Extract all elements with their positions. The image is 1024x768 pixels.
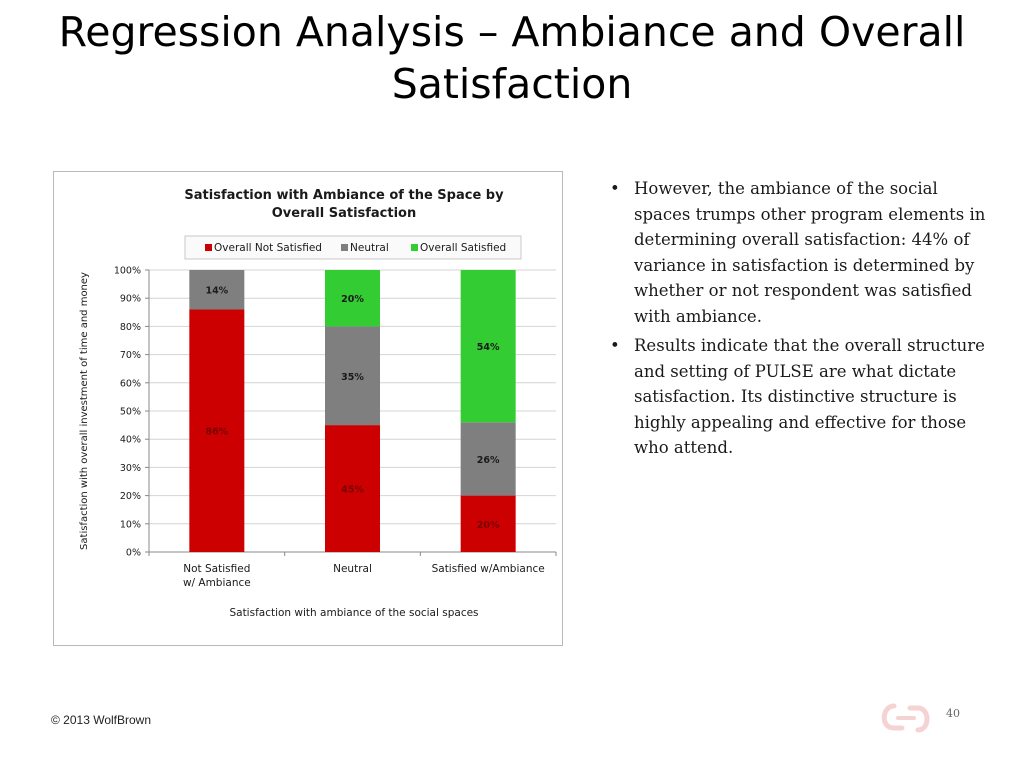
chart-title-line: Satisfaction with Ambiance of the Space … [184, 188, 504, 203]
chart-legend-box [184, 235, 522, 260]
legend-swatch [341, 244, 348, 251]
copyright-footer: © 2013 WolfBrown [51, 713, 152, 727]
y-tick-label: 10% [120, 519, 141, 530]
bullet-text: However, the ambiance of the social spac… [634, 179, 986, 326]
data-label: 14% [205, 286, 228, 297]
x-tick-label: Satisfied w/Ambiance [432, 563, 545, 575]
bullet-symbol: • [610, 336, 620, 355]
y-tick-label: 40% [120, 435, 141, 446]
y-tick-label: 60% [120, 378, 141, 389]
legend-label: Overall Satisfied [420, 242, 506, 254]
y-tick-label: 70% [120, 350, 141, 361]
legend-swatch [411, 244, 418, 251]
y-tick-label: 100% [114, 266, 141, 277]
wolfbrown-logo-icon [881, 703, 930, 733]
page-number: 40 [946, 707, 960, 720]
y-axis-title: Satisfaction with overall investment of … [79, 272, 90, 550]
y-tick-label: 80% [120, 322, 141, 333]
x-tick-label: Neutral [333, 563, 372, 575]
data-label: 86% [205, 427, 228, 438]
bullet-symbol: • [610, 179, 620, 198]
slide-title: Regression Analysis – Ambiance and Overa… [58, 8, 966, 108]
legend-swatch [205, 244, 212, 251]
y-tick-label: 0% [126, 548, 141, 559]
stacked-bar-chart: Satisfaction with Ambiance of the Space … [79, 188, 557, 619]
bullet-item: • Results indicate that the overall stru… [608, 333, 988, 461]
data-label: 20% [341, 294, 364, 305]
y-tick-label: 90% [120, 294, 141, 305]
bar-segment [189, 309, 245, 552]
legend-label: Overall Not Satisfied [214, 242, 322, 254]
x-axis-title: Satisfaction with ambiance of the social… [229, 607, 478, 619]
x-tick-label: Not Satisfied [183, 563, 250, 575]
data-label: 20% [477, 520, 500, 531]
legend-label: Neutral [350, 242, 389, 254]
bar-segment [460, 495, 516, 552]
x-tick-label: w/ Ambiance [183, 577, 251, 589]
bar-segment [325, 425, 380, 552]
data-label: 45% [341, 485, 364, 496]
bullet-list: • However, the ambiance of the social sp… [608, 176, 988, 465]
data-label: 54% [477, 342, 500, 353]
data-label: 26% [477, 455, 500, 466]
y-tick-label: 20% [120, 491, 141, 502]
y-tick-label: 50% [120, 407, 141, 418]
bar-segment [325, 270, 380, 327]
data-label: 35% [341, 372, 364, 383]
bar-segment [460, 422, 516, 496]
bar-segment [325, 326, 380, 426]
bar-segment [460, 270, 516, 423]
bullet-text: Results indicate that the overall struct… [634, 336, 985, 457]
chart-container: Satisfaction with Ambiance of the Space … [53, 171, 563, 646]
bullet-item: • However, the ambiance of the social sp… [608, 176, 988, 329]
bar-segment [189, 270, 245, 310]
y-tick-label: 30% [120, 463, 141, 474]
chart-title-line: Overall Satisfaction [272, 206, 417, 221]
